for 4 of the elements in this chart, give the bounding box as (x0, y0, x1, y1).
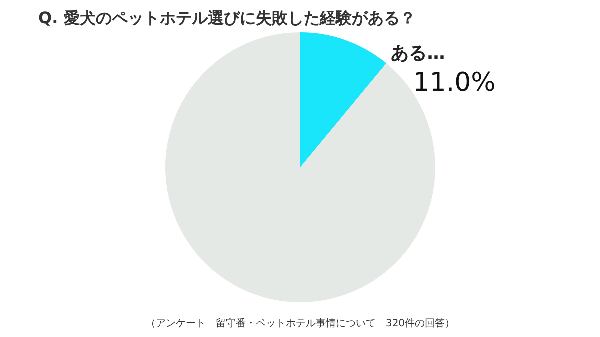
slice-label: ある… (391, 43, 446, 64)
chart-title: Q. 愛犬のペットホテル選びに失敗した経験がある？ (38, 8, 416, 28)
data-label: 11.0% (413, 68, 496, 98)
text: （アンケート 留守番・ペットホテル事情について 320件の回答） (146, 318, 456, 330)
